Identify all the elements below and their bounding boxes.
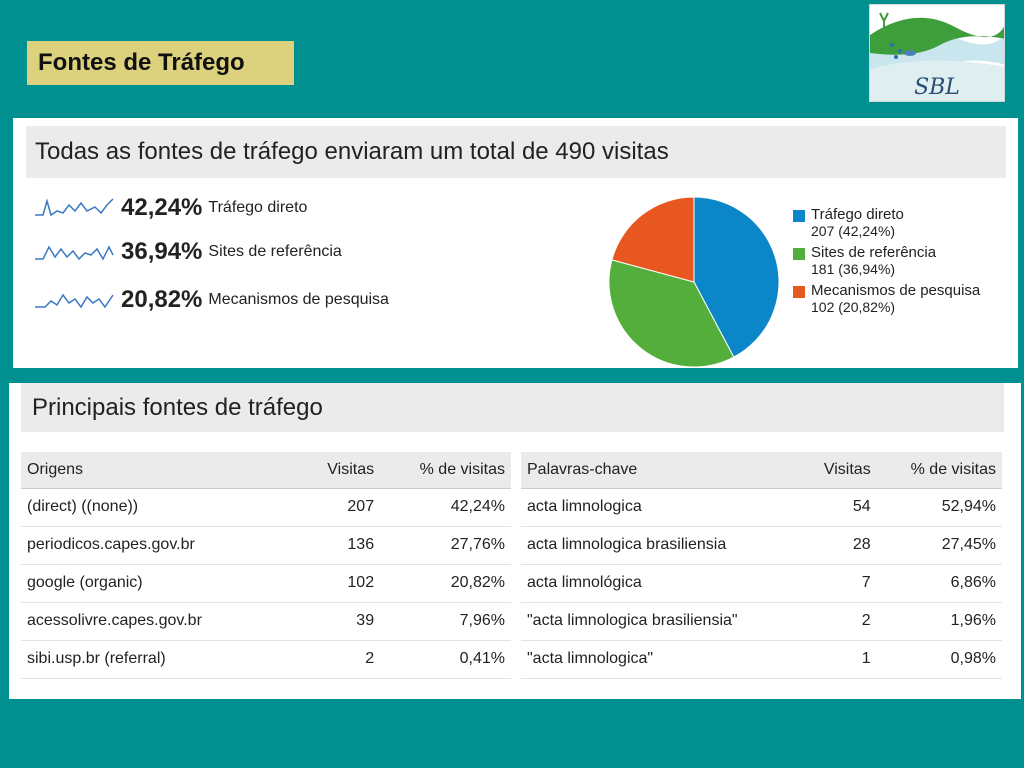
top-sources-panel: Principais fontes de tráfego Origens Vis… — [9, 383, 1021, 699]
traffic-pie-chart — [608, 196, 780, 368]
column-header[interactable]: Visitas — [801, 452, 877, 489]
visits-value: 39 — [301, 602, 381, 641]
pie-legend: Tráfego direto 207 (42,24%) Sites de refer… — [793, 206, 1013, 320]
visits-pct: 27,45% — [876, 526, 1002, 565]
logo-text: SBL — [914, 75, 960, 100]
source-row-referral: 36,94% Sites de referência — [33, 236, 342, 268]
legend-label: Sites de referência — [811, 244, 937, 261]
keyword-name[interactable]: "acta limnologica brasiliensia" — [521, 602, 801, 641]
legend-item[interactable]: Sites de referência 181 (36,94%) — [793, 244, 1013, 277]
source-pct: 42,24% — [121, 194, 203, 221]
visits-pct: 20,82% — [380, 564, 511, 603]
top-sources-title: Principais fontes de tráfego — [21, 383, 1004, 432]
table-row[interactable]: (direct) ((none)) 207 42,24% — [21, 488, 511, 527]
visits-pct: 52,94% — [876, 488, 1002, 527]
visits-value: 2 — [301, 640, 381, 679]
pie-slice[interactable] — [693, 196, 780, 358]
sparkline-icon — [35, 245, 114, 261]
visits-value: 136 — [301, 526, 381, 565]
keyword-name[interactable]: acta limnológica — [521, 564, 801, 603]
column-header[interactable]: Visitas — [301, 452, 381, 489]
sbl-logo: SBL — [869, 4, 1005, 102]
slide-title: Fontes de Tráfego — [27, 41, 294, 85]
column-header[interactable]: Origens — [21, 452, 301, 489]
pie-slice[interactable] — [611, 196, 695, 283]
sparkline-icon — [35, 293, 114, 309]
table-row[interactable]: acta limnologica 54 52,94% — [521, 488, 1002, 527]
visits-value: 102 — [301, 564, 381, 603]
legend-label: Mecanismos de pesquisa — [811, 282, 981, 299]
origin-name[interactable]: acessolivre.capes.gov.br — [21, 602, 301, 641]
source-row-direct: 42,24% Tráfego direto — [33, 192, 307, 224]
keyword-name[interactable]: acta limnologica brasiliensia — [521, 526, 801, 565]
legend-value: 181 (36,94%) — [811, 261, 896, 277]
legend-swatch — [793, 286, 805, 298]
pie-slice[interactable] — [608, 259, 735, 368]
table-row[interactable]: acta limnológica 7 6,86% — [521, 564, 1002, 603]
source-pct: 36,94% — [121, 238, 203, 265]
legend-label: Tráfego direto — [811, 206, 904, 223]
source-label: Mecanismos de pesquisa — [208, 291, 389, 308]
visits-value: 28 — [801, 526, 877, 565]
logo-graphic — [870, 5, 1004, 101]
column-header[interactable]: % de visitas — [380, 452, 511, 489]
legend-value: 207 (42,24%) — [811, 223, 896, 239]
visits-pct: 0,98% — [876, 640, 1002, 679]
table-header-row: Palavras-chave Visitas % de visitas — [521, 452, 1002, 489]
column-header[interactable]: Palavras-chave — [521, 452, 801, 489]
visits-pct: 6,86% — [876, 564, 1002, 603]
legend-value: 102 (20,82%) — [811, 299, 896, 315]
overview-panel: Todas as fontes de tráfego enviaram um t… — [13, 118, 1018, 368]
source-pct: 20,82% — [121, 286, 203, 313]
table-row[interactable]: "acta limnologica" 1 0,98% — [521, 640, 1002, 679]
keyword-name[interactable]: "acta limnologica" — [521, 640, 801, 679]
legend-swatch — [793, 248, 805, 260]
table-row[interactable]: acta limnologica brasiliensia 28 27,45% — [521, 526, 1002, 565]
origin-name[interactable]: (direct) ((none)) — [21, 488, 301, 527]
visits-value: 54 — [801, 488, 877, 527]
source-label: Sites de referência — [208, 243, 342, 260]
table-row[interactable]: acessolivre.capes.gov.br 39 7,96% — [21, 602, 511, 641]
origin-name[interactable]: google (organic) — [21, 564, 301, 603]
visits-pct: 27,76% — [380, 526, 511, 565]
table-row[interactable]: periodicos.capes.gov.br 136 27,76% — [21, 526, 511, 565]
origin-name[interactable]: periodicos.capes.gov.br — [21, 526, 301, 565]
source-label: Tráfego direto — [208, 199, 308, 216]
keywords-table: Palavras-chave Visitas % de visitas acta… — [521, 452, 1002, 679]
legend-item[interactable]: Mecanismos de pesquisa 102 (20,82%) — [793, 282, 1013, 315]
source-row-search: 20,82% Mecanismos de pesquisa — [33, 284, 389, 316]
overview-title: Todas as fontes de tráfego enviaram um t… — [26, 126, 1006, 178]
table-header-row: Origens Visitas % de visitas — [21, 452, 511, 489]
table-row[interactable]: google (organic) 102 20,82% — [21, 564, 511, 603]
sparkline-icon — [35, 198, 114, 217]
visits-value: 7 — [801, 564, 877, 603]
origins-table: Origens Visitas % de visitas (direct) ((… — [21, 452, 511, 679]
visits-pct: 42,24% — [380, 488, 511, 527]
visits-value: 1 — [801, 640, 877, 679]
origin-name[interactable]: sibi.usp.br (referral) — [21, 640, 301, 679]
legend-item[interactable]: Tráfego direto 207 (42,24%) — [793, 206, 1013, 239]
visits-pct: 7,96% — [380, 602, 511, 641]
table-row[interactable]: "acta limnologica brasiliensia" 2 1,96% — [521, 602, 1002, 641]
visits-pct: 0,41% — [380, 640, 511, 679]
keyword-name[interactable]: acta limnologica — [521, 488, 801, 527]
visits-value: 207 — [301, 488, 381, 527]
visits-pct: 1,96% — [876, 602, 1002, 641]
visits-value: 2 — [801, 602, 877, 641]
column-header[interactable]: % de visitas — [876, 452, 1002, 489]
legend-swatch — [793, 210, 805, 222]
table-row[interactable]: sibi.usp.br (referral) 2 0,41% — [21, 640, 511, 679]
